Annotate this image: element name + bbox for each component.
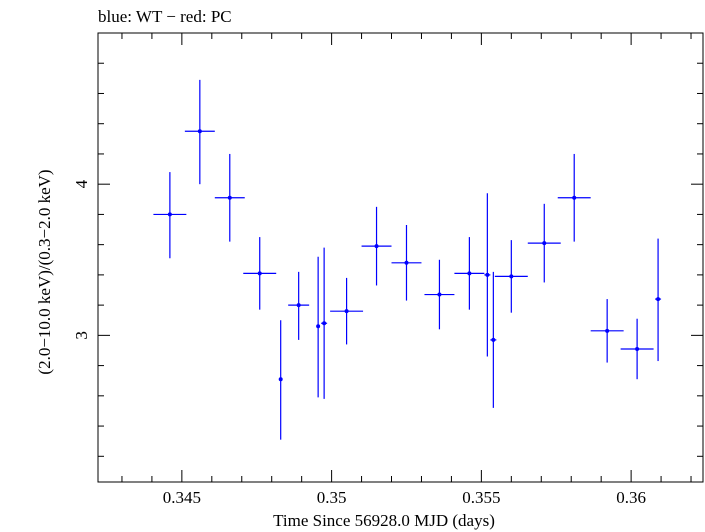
data-point (243, 237, 277, 310)
point-marker (404, 260, 409, 265)
point-marker (542, 241, 547, 246)
axis-ticks (98, 32, 703, 482)
data-point (361, 206, 392, 286)
point-marker (485, 272, 490, 277)
point-marker (167, 212, 172, 217)
data-point (620, 318, 654, 380)
point-marker (509, 274, 514, 279)
data-point (557, 153, 591, 242)
point-marker (635, 346, 640, 351)
data-point (184, 79, 215, 185)
data-point (527, 203, 561, 283)
data-point (316, 256, 321, 398)
point-marker (227, 195, 232, 200)
data-point (278, 320, 283, 440)
data-point (330, 277, 364, 345)
data-point (490, 271, 497, 408)
data-point (391, 224, 422, 301)
data-point (484, 193, 491, 357)
chart-title: blue: WT − red: PC (98, 7, 232, 26)
point-marker (322, 321, 327, 326)
plot-frame (97, 32, 704, 483)
axis-tick-labels: 0.345 0.35 0.355 0.36 3 4 (72, 179, 646, 507)
data-point (424, 259, 455, 330)
data-point (288, 271, 310, 340)
data-point (153, 172, 187, 259)
data-point (590, 299, 624, 363)
x-tick-label: 0.35 (317, 488, 347, 507)
point-marker (467, 271, 472, 276)
data-point (321, 247, 328, 399)
point-marker (437, 292, 442, 297)
point-marker (374, 244, 379, 249)
x-tick-label: 0.355 (462, 488, 500, 507)
data-point (454, 237, 485, 310)
y-tick-label: 3 (72, 331, 91, 340)
point-marker (197, 129, 202, 134)
data-point (494, 240, 528, 313)
point-marker (296, 303, 301, 308)
point-marker (491, 337, 496, 342)
point-marker (278, 377, 283, 382)
point-marker (605, 328, 610, 333)
data-point (214, 153, 245, 242)
data-points (153, 79, 662, 440)
x-axis-label: Time Since 56928.0 MJD (days) (273, 511, 495, 530)
x-tick-label: 0.345 (163, 488, 201, 507)
x-tick-label: 0.36 (616, 488, 646, 507)
y-tick-label: 4 (72, 179, 91, 188)
point-marker (257, 271, 262, 276)
point-marker (316, 324, 321, 329)
point-marker (656, 297, 661, 302)
data-point (655, 238, 662, 362)
point-marker (572, 195, 577, 200)
y-axis-label: (2.0−10.0 keV)/(0.3−2.0 keV) (35, 169, 54, 374)
point-marker (344, 309, 349, 314)
